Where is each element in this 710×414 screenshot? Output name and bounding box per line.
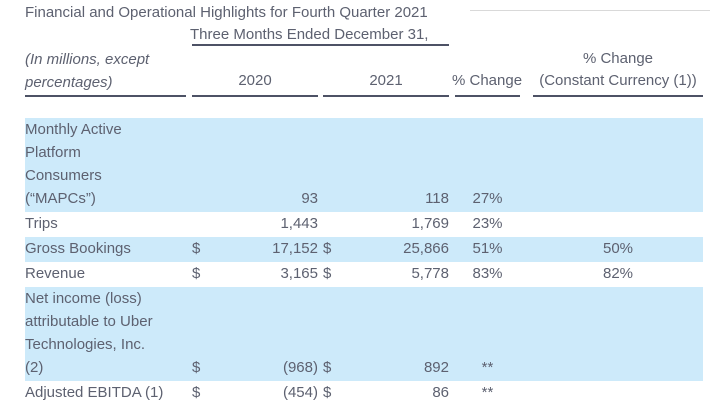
value-2020: 17,152: [272, 240, 318, 257]
pct-change-value: 27%: [472, 190, 503, 207]
period-header: Three Months Ended December 31,: [190, 26, 429, 43]
dollar-sign-2020: $: [192, 265, 201, 282]
table-row: Adjusted EBITDA (1) $ (454) $ 86 **: [25, 381, 703, 406]
col-header-cc-change-line1: % Change: [582, 50, 654, 67]
value-2021: 118: [425, 190, 449, 207]
value-2021: 86: [432, 384, 449, 401]
value-2020: 3,165: [280, 265, 318, 282]
cc-change-value: [533, 118, 703, 212]
rule-under-units-note: [25, 95, 186, 97]
value-2021: 892: [423, 359, 449, 376]
table-row: Gross Bookings $ 17,152 $ 25,866 51% 50%: [25, 237, 703, 262]
row-label: Net income (loss) attributable to Uber T…: [25, 290, 153, 376]
dollar-sign-2021: $: [323, 384, 332, 401]
value-2021: 1,769: [411, 215, 449, 232]
rule-under-cc-change: [533, 95, 703, 97]
cc-change-value: 50%: [602, 240, 634, 257]
table-row: Net income (loss) attributable to Uber T…: [25, 287, 703, 381]
rule-under-2020: [192, 95, 318, 97]
cc-change-value: 82%: [602, 265, 634, 282]
dollar-sign-2021: $: [323, 359, 332, 376]
value-2020: 1,443: [280, 215, 318, 232]
rule-under-2021: [323, 95, 449, 97]
row-label: Revenue: [25, 265, 86, 282]
dollar-sign-2020: $: [192, 240, 201, 257]
row-label: Adjusted EBITDA (1): [25, 384, 164, 401]
row-label: Trips: [25, 215, 58, 232]
dollar-sign-2020: [192, 118, 222, 212]
pct-change-value: 23%: [472, 215, 503, 232]
financial-highlights-table: Monthly Active Platform Consumers (“MAPC…: [25, 118, 703, 406]
table-row: Trips 1,443 1,769 23%: [25, 212, 703, 237]
dollar-sign-2020: $: [192, 384, 201, 401]
value-2020: (454): [282, 384, 318, 401]
period-header-rule: [192, 44, 449, 46]
cc-change-value: [533, 287, 703, 381]
value-2020: (968): [282, 359, 318, 376]
dollar-sign-2021: [323, 212, 353, 237]
cc-change-value: [533, 381, 703, 406]
title-side-rule: [470, 10, 710, 11]
pct-change-value: 51%: [472, 240, 503, 257]
value-2021: 25,866: [403, 240, 449, 257]
value-2020: 93: [301, 190, 318, 207]
col-header-2020: 2020: [238, 72, 272, 89]
units-note: (In millions, except percentages): [25, 51, 150, 91]
dollar-sign-2021: [323, 118, 353, 212]
table-row: Monthly Active Platform Consumers (“MAPC…: [25, 118, 703, 212]
pct-change-value: **: [481, 384, 494, 401]
value-2021: 5,778: [411, 265, 449, 282]
dollar-sign-2021: $: [323, 265, 332, 282]
page-title: Financial and Operational Highlights for…: [25, 4, 428, 21]
row-label: Gross Bookings: [25, 240, 131, 257]
col-header-pct-change: % Change: [452, 72, 523, 89]
rule-under-pct-change: [455, 95, 520, 97]
col-header-2021: 2021: [369, 72, 403, 89]
pct-change-value: 83%: [472, 265, 503, 282]
dollar-sign-2020: $: [192, 359, 201, 376]
dollar-sign-2020: [192, 212, 222, 237]
cc-change-value: [533, 212, 703, 237]
dollar-sign-2021: $: [323, 240, 332, 257]
pct-change-value: **: [481, 359, 494, 376]
table-row: Revenue $ 3,165 $ 5,778 83% 82%: [25, 262, 703, 287]
row-label: Monthly Active Platform Consumers (“MAPC…: [25, 121, 122, 207]
col-header-cc-change-line2: (Constant Currency (1)): [539, 72, 697, 89]
